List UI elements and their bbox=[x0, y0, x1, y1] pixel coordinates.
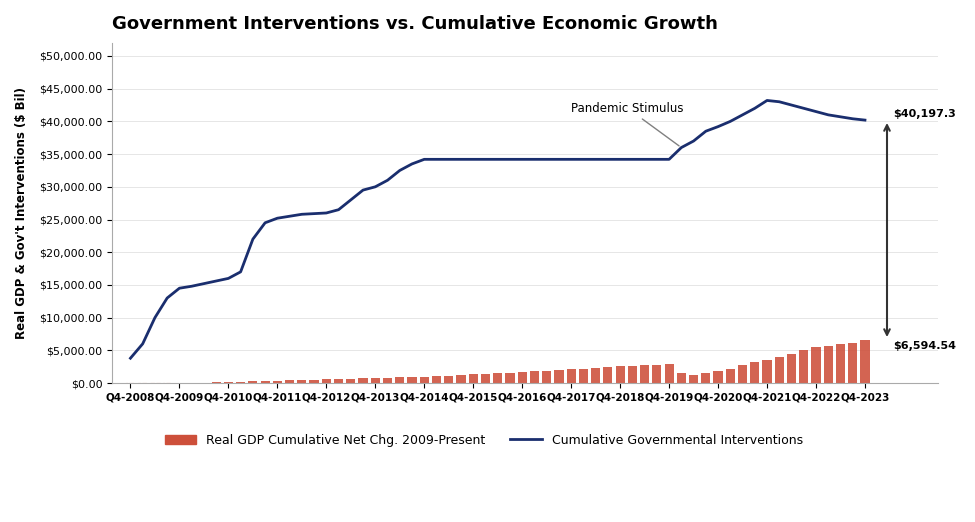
Bar bbox=[604, 367, 612, 383]
Bar bbox=[824, 346, 833, 383]
Bar bbox=[456, 375, 466, 383]
Bar bbox=[529, 371, 539, 383]
Bar bbox=[432, 376, 441, 383]
Bar bbox=[309, 380, 319, 383]
Bar bbox=[652, 364, 661, 383]
Bar bbox=[555, 370, 564, 383]
Bar bbox=[701, 373, 711, 383]
Bar bbox=[628, 366, 637, 383]
Bar bbox=[419, 376, 429, 383]
Bar bbox=[738, 365, 747, 383]
Bar bbox=[370, 378, 380, 383]
Bar bbox=[689, 375, 698, 383]
Bar bbox=[615, 366, 625, 383]
Bar bbox=[762, 360, 771, 383]
Bar bbox=[714, 371, 722, 383]
Bar bbox=[346, 379, 356, 383]
Text: $40,197.3: $40,197.3 bbox=[893, 109, 956, 119]
Bar bbox=[848, 343, 857, 383]
Bar bbox=[469, 374, 478, 383]
Text: $6,594.54: $6,594.54 bbox=[893, 341, 956, 351]
Bar bbox=[138, 383, 147, 385]
Bar bbox=[163, 383, 172, 384]
Y-axis label: Real GDP & Gov't Interventions ($ Bil): Real GDP & Gov't Interventions ($ Bil) bbox=[15, 87, 28, 339]
Bar bbox=[273, 381, 282, 383]
Bar bbox=[408, 377, 416, 383]
Bar bbox=[126, 383, 135, 384]
Bar bbox=[481, 374, 490, 383]
Bar bbox=[322, 379, 331, 383]
Bar bbox=[297, 380, 306, 383]
Legend: Real GDP Cumulative Net Chg. 2009-Present, Cumulative Governmental Interventions: Real GDP Cumulative Net Chg. 2009-Presen… bbox=[160, 429, 808, 452]
Bar bbox=[236, 382, 246, 383]
Bar bbox=[334, 379, 343, 383]
Bar bbox=[249, 381, 257, 383]
Bar bbox=[212, 382, 220, 383]
Bar bbox=[836, 345, 845, 383]
Text: Pandemic Stimulus: Pandemic Stimulus bbox=[571, 102, 683, 146]
Bar bbox=[445, 375, 453, 383]
Bar bbox=[505, 373, 515, 383]
Bar bbox=[260, 381, 270, 383]
Bar bbox=[383, 378, 392, 383]
Bar bbox=[518, 372, 526, 383]
Bar bbox=[811, 347, 821, 383]
Bar bbox=[640, 365, 649, 383]
Bar bbox=[800, 350, 808, 383]
Bar bbox=[150, 383, 160, 385]
Bar bbox=[224, 382, 233, 383]
Bar bbox=[750, 362, 760, 383]
Bar bbox=[860, 340, 870, 383]
Bar bbox=[725, 369, 735, 383]
Bar bbox=[677, 373, 686, 383]
Text: Government Interventions vs. Cumulative Economic Growth: Government Interventions vs. Cumulative … bbox=[112, 15, 718, 33]
Bar bbox=[285, 381, 294, 383]
Bar bbox=[566, 370, 576, 383]
Bar bbox=[542, 371, 551, 383]
Bar bbox=[591, 367, 601, 383]
Bar bbox=[787, 353, 797, 383]
Bar bbox=[665, 364, 674, 383]
Bar bbox=[395, 377, 405, 383]
Bar bbox=[359, 378, 368, 383]
Bar bbox=[493, 373, 502, 383]
Bar bbox=[579, 369, 588, 383]
Bar bbox=[775, 357, 784, 383]
